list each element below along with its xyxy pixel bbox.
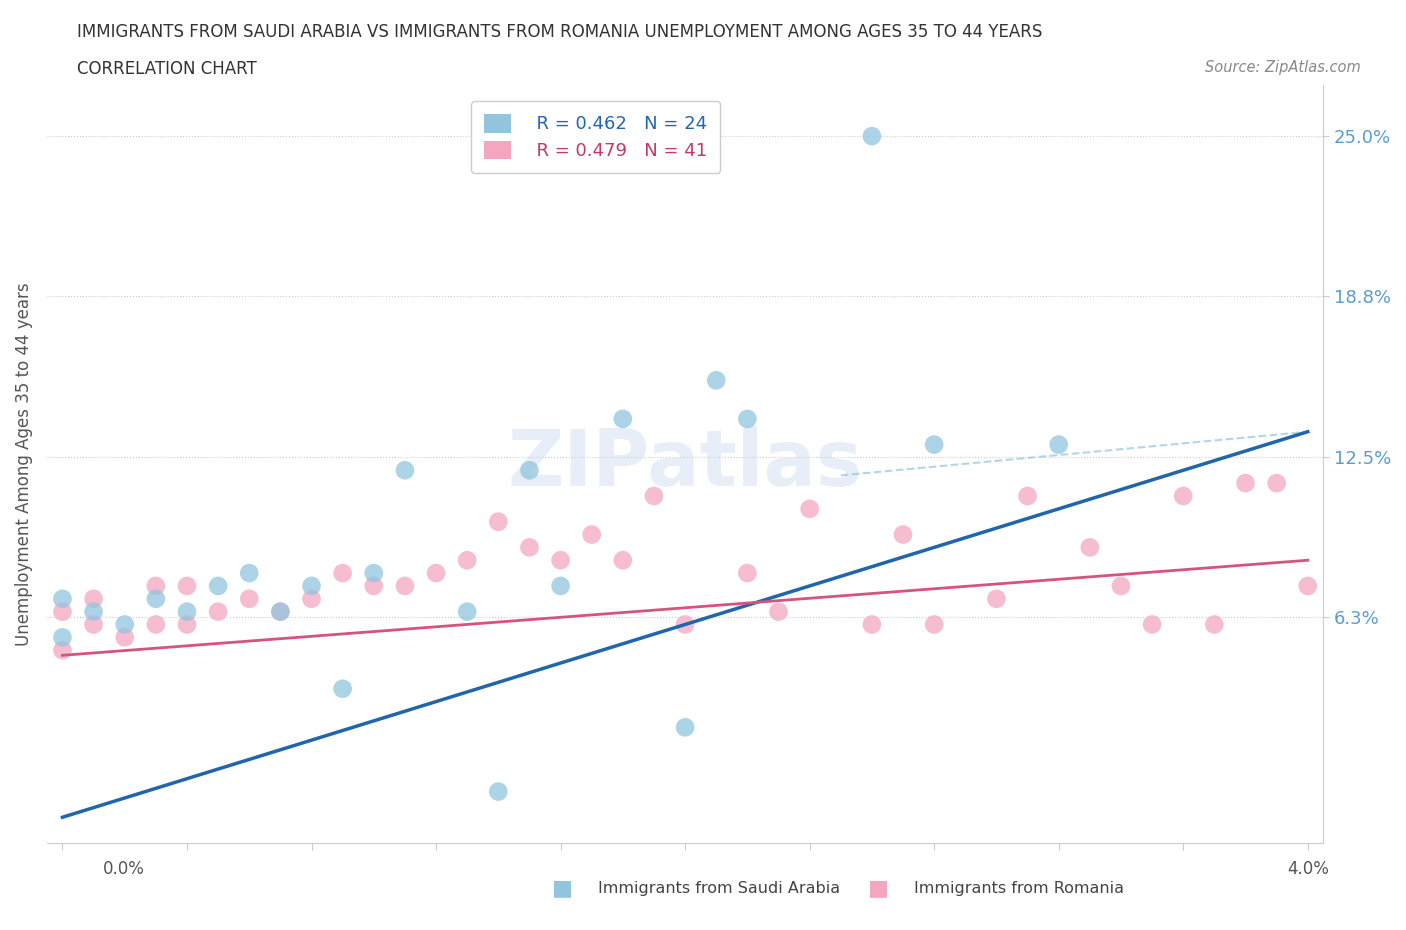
Point <box>238 565 260 580</box>
Point <box>145 617 167 631</box>
Point <box>673 617 696 631</box>
Point <box>269 604 291 619</box>
Point <box>1265 475 1288 490</box>
Point <box>860 128 883 143</box>
Point <box>301 578 323 593</box>
Point <box>922 617 945 631</box>
Point <box>51 591 73 606</box>
Text: Immigrants from Saudi Arabia: Immigrants from Saudi Arabia <box>598 881 839 896</box>
Point <box>612 552 634 567</box>
Point <box>332 682 354 697</box>
Point <box>456 552 478 567</box>
Legend:   R = 0.462   N = 24,   R = 0.479   N = 41: R = 0.462 N = 24, R = 0.479 N = 41 <box>471 101 720 173</box>
Point <box>394 578 416 593</box>
Point <box>176 604 198 619</box>
Point <box>83 617 105 631</box>
Point <box>176 578 198 593</box>
Point <box>986 591 1008 606</box>
Point <box>1204 617 1226 631</box>
Point <box>891 527 914 542</box>
Point <box>768 604 790 619</box>
Point <box>456 604 478 619</box>
Point <box>1140 617 1163 631</box>
Point <box>612 411 634 426</box>
Point <box>301 591 323 606</box>
Point <box>643 488 665 503</box>
Point <box>581 527 603 542</box>
Text: CORRELATION CHART: CORRELATION CHART <box>77 60 257 78</box>
Text: Immigrants from Romania: Immigrants from Romania <box>914 881 1123 896</box>
Point <box>519 463 541 478</box>
Text: ZIPatlas: ZIPatlas <box>508 426 863 502</box>
Point <box>83 591 105 606</box>
Text: Source: ZipAtlas.com: Source: ZipAtlas.com <box>1205 60 1361 75</box>
Point <box>332 565 354 580</box>
Point <box>363 565 385 580</box>
Point <box>486 514 509 529</box>
Point <box>799 501 821 516</box>
Point <box>1078 540 1101 555</box>
Text: ■: ■ <box>553 878 572 898</box>
Point <box>207 604 229 619</box>
Text: IMMIGRANTS FROM SAUDI ARABIA VS IMMIGRANTS FROM ROMANIA UNEMPLOYMENT AMONG AGES : IMMIGRANTS FROM SAUDI ARABIA VS IMMIGRAN… <box>77 23 1043 41</box>
Point <box>425 565 447 580</box>
Point <box>673 720 696 735</box>
Point <box>1296 578 1319 593</box>
Point <box>83 604 105 619</box>
Point <box>238 591 260 606</box>
Point <box>1017 488 1039 503</box>
Point <box>550 552 572 567</box>
Point <box>51 604 73 619</box>
Point <box>1173 488 1195 503</box>
Point <box>704 373 727 388</box>
Text: 4.0%: 4.0% <box>1286 860 1329 878</box>
Point <box>207 578 229 593</box>
Point <box>176 617 198 631</box>
Point <box>363 578 385 593</box>
Point <box>922 437 945 452</box>
Point <box>145 591 167 606</box>
Point <box>51 643 73 658</box>
Point <box>269 604 291 619</box>
Text: ■: ■ <box>869 878 889 898</box>
Point <box>394 463 416 478</box>
Point <box>145 578 167 593</box>
Point <box>1047 437 1070 452</box>
Point <box>51 630 73 644</box>
Point <box>114 617 136 631</box>
Point <box>550 578 572 593</box>
Text: 0.0%: 0.0% <box>103 860 145 878</box>
Point <box>519 540 541 555</box>
Y-axis label: Unemployment Among Ages 35 to 44 years: Unemployment Among Ages 35 to 44 years <box>15 282 32 645</box>
Point <box>1109 578 1132 593</box>
Point <box>1234 475 1257 490</box>
Point <box>737 565 759 580</box>
Point <box>114 630 136 644</box>
Point <box>860 617 883 631</box>
Point <box>486 784 509 799</box>
Point <box>737 411 759 426</box>
